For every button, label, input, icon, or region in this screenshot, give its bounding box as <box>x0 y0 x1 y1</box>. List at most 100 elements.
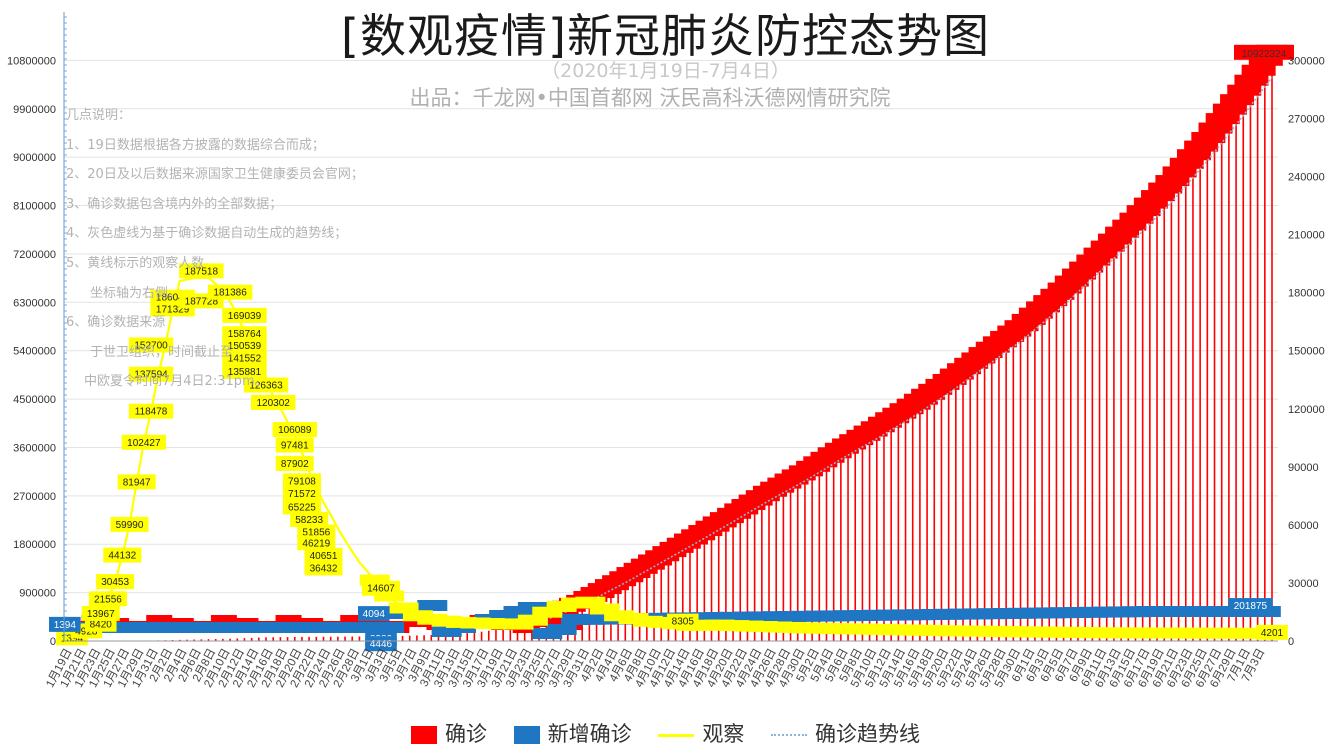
observe-data-label: 126363 <box>249 381 283 392</box>
observe-data-label-box <box>243 377 289 393</box>
observe-data-label: 8305 <box>672 617 695 628</box>
observe-data-label: 158764 <box>228 329 262 340</box>
observe-data-label: 120302 <box>257 398 291 409</box>
observe-label-box <box>374 590 405 602</box>
observe-data-label-box <box>96 574 135 590</box>
left-axis-tick-label: 9000000 <box>13 152 56 164</box>
new-data-label: 201875 <box>1234 601 1268 612</box>
observe-data-label-box <box>282 485 321 501</box>
confirmed-label-box <box>1061 268 1096 280</box>
confirmed-label-box <box>1069 261 1104 273</box>
observe-data-label: 118478 <box>135 407 168 418</box>
observe-data-label: 181386 <box>213 288 247 299</box>
observe-data-label: 59990 <box>116 520 144 531</box>
observe-data-label: 58233 <box>295 515 323 526</box>
legend-swatch-confirmed <box>410 726 437 744</box>
observe-data-label: 65225 <box>288 502 316 513</box>
observe-data-label-box <box>222 326 267 342</box>
confirmed-label-box <box>1026 301 1061 313</box>
notes-line: 3、确诊数据包含境内外的全部数据； <box>66 196 283 212</box>
left-axis-tick-label: 10800000 <box>7 55 56 67</box>
observe-data-label: 1394 <box>61 633 84 644</box>
notes-line: 5、黄线标示的观察人数 <box>66 255 205 271</box>
observe-data-label-box <box>290 512 329 528</box>
notes-line: 中欧夏令时间7月4日2:31pm。 <box>84 374 268 390</box>
confirmed-label-box <box>1162 166 1197 178</box>
observe-label-box <box>575 596 606 608</box>
confirmed-label-box <box>1011 313 1046 325</box>
confirmed-label-box <box>1040 288 1075 300</box>
confirmed-label-box <box>1191 132 1226 144</box>
observe-data-label: 44132 <box>108 551 136 562</box>
observe-data-label: 40651 <box>310 551 338 562</box>
confirmed-label-box <box>1119 212 1154 224</box>
confirmed-label-box <box>1004 320 1039 332</box>
observe-label-box <box>517 614 548 626</box>
right-axis-tick-label: 30000 <box>1288 578 1319 590</box>
right-axis-tick-label: 0 <box>1288 636 1294 648</box>
new-data-label: 4446 <box>370 639 393 650</box>
left-axis-tick-label: 3600000 <box>13 442 56 454</box>
observe-data-label-box <box>304 547 343 563</box>
right-axis-tick-label: 210000 <box>1288 230 1325 242</box>
observe-data-label: 150539 <box>228 341 262 352</box>
right-axis-tick-label: 150000 <box>1288 346 1325 358</box>
legend-item-confirmed[interactable]: 确诊 <box>410 718 487 748</box>
observe-data-label: 106089 <box>278 425 312 436</box>
notes-line: 坐标轴为右侧。 <box>90 285 182 301</box>
observe-data-label-box <box>275 455 314 471</box>
right-axis: 0 30000 60000 90000 120000 150000 180000 210000… <box>1288 55 1325 648</box>
notes-line: 1、19日数据根据各方披露的数据综合而成； <box>66 137 325 153</box>
new-data-label-box <box>357 606 390 622</box>
new-data-label-box <box>49 616 81 632</box>
observe-data-label-box <box>128 366 174 382</box>
observe-data-label: 4928 <box>75 626 98 637</box>
observe-label-box <box>388 602 419 614</box>
right-axis-tick-label: 60000 <box>1288 520 1319 532</box>
legend-item-new[interactable]: 新增确诊 <box>513 718 632 748</box>
notes-line: 于世卫组织，时间截止至 <box>90 344 234 360</box>
left-axis-tick-label: 1800000 <box>13 539 56 551</box>
confirmed-label-box <box>1205 113 1240 125</box>
observe-data-label-box <box>128 337 174 353</box>
right-axis-tick-label: 120000 <box>1288 404 1325 416</box>
left-axis-tick-label: 4500000 <box>13 394 56 406</box>
observe-data-label-box <box>361 580 400 596</box>
notes-line: 几点说明： <box>66 108 132 123</box>
observe-data-label: 97481 <box>281 441 309 452</box>
left-axis-tick-label: 8100000 <box>13 201 56 213</box>
confirmed-label-box <box>1097 233 1132 245</box>
observe-data-label-box <box>117 474 156 490</box>
legend-item-observe[interactable]: 观察 <box>658 718 744 748</box>
confirmed-label-box <box>1047 282 1082 294</box>
observe-data-label: 87902 <box>281 459 309 470</box>
left-axis-tick-label: 0 <box>50 636 56 648</box>
observe-data-label: 8420 <box>90 620 113 631</box>
confirmed-label-box <box>1241 64 1276 76</box>
new-data-label: 4094 <box>363 609 386 620</box>
right-axis-tick-label: 270000 <box>1288 113 1325 125</box>
legend-swatch-new <box>513 726 540 744</box>
observe-label-box <box>359 574 390 586</box>
chart-source: 出品：千龙网•中国首都网 沃民高科沃德网情研究院 <box>409 86 891 110</box>
observe-data-label: 187518 <box>185 266 219 277</box>
new-confirmed-box <box>546 624 577 635</box>
new-data-label-box <box>1228 598 1273 614</box>
observe-data-label-box <box>1256 624 1288 640</box>
confirmed-data-label: 10922324 <box>1242 49 1287 60</box>
legend-item-trend[interactable]: 确诊趋势线 <box>771 718 920 748</box>
confirmed-label-box <box>1090 240 1125 252</box>
confirmed-label-box <box>1126 205 1161 217</box>
observe-data-label-box <box>222 337 267 353</box>
left-axis-tick-label: 2700000 <box>13 491 56 503</box>
legend-swatch-observe <box>658 733 695 737</box>
observe-data-label-box <box>222 350 267 366</box>
observe-data-label-box <box>179 263 224 279</box>
trend-line <box>503 76 1273 631</box>
left-axis-tick-label: 9900000 <box>13 104 56 116</box>
observe-data-label: 135881 <box>228 367 262 378</box>
observe-data-label: 152700 <box>134 340 168 351</box>
observe-data-label-box <box>666 613 699 629</box>
observe-data-label: 171329 <box>156 304 190 315</box>
observe-data-label-box <box>103 547 142 563</box>
